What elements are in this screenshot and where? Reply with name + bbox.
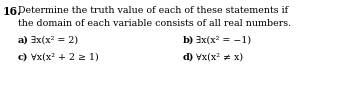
Text: ∀x(x² + 2 ≥ 1): ∀x(x² + 2 ≥ 1): [31, 53, 99, 62]
Text: d): d): [183, 53, 194, 62]
Text: ∀x(x² ≠ x): ∀x(x² ≠ x): [196, 53, 243, 62]
Text: ∃x(x² = 2): ∃x(x² = 2): [31, 36, 78, 45]
Text: the domain of each variable consists of all real numbers.: the domain of each variable consists of …: [18, 19, 291, 28]
Text: b): b): [183, 36, 194, 45]
Text: c): c): [18, 53, 28, 62]
Text: a): a): [18, 36, 29, 45]
Text: ∃x(x² = −1): ∃x(x² = −1): [196, 36, 251, 45]
Text: Determine the truth value of each of these statements if: Determine the truth value of each of the…: [18, 6, 288, 15]
Text: 16.: 16.: [3, 6, 22, 17]
